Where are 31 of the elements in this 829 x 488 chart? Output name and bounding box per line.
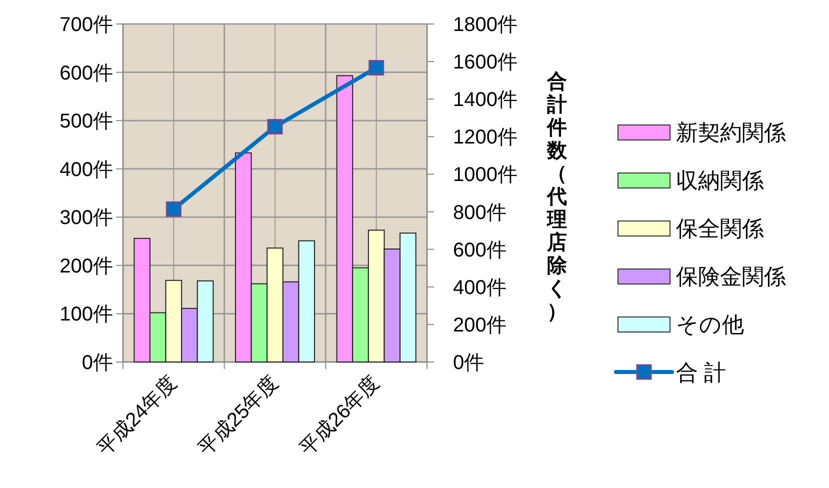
y2-tick-label: 800件: [453, 202, 506, 224]
legend-label: 収納関係: [676, 168, 764, 193]
x-tick-label: 平成24年度: [93, 372, 182, 460]
y-tick-label: 400件: [60, 158, 113, 181]
x-tick-label: 平成25年度: [194, 372, 283, 460]
y2-tick-label: 200件: [453, 314, 506, 336]
legend-label: その他: [676, 312, 744, 337]
x-tick-label: 平成26年度: [296, 372, 384, 460]
legend-label: 保険金関係: [676, 264, 786, 289]
y2-tick-label: 600件: [453, 239, 506, 262]
y2-tick-label: 1400件: [453, 89, 518, 112]
point: [368, 60, 384, 76]
y-tick-label: 600件: [60, 62, 113, 84]
y2-tick-label: 1200件: [453, 126, 518, 149]
legend-label: 合 計: [676, 360, 726, 385]
y2-tick-label: 1800件: [453, 14, 518, 36]
y-tick-label: 200件: [60, 255, 113, 278]
y-tick-label: 500件: [60, 110, 113, 133]
y2-tick-label: 1600件: [453, 52, 518, 74]
y-tick-label: 300件: [60, 207, 113, 230]
y2-tick-label: 0件: [453, 352, 484, 374]
y2-axis-title: 合計件数（代理店除く）: [547, 71, 567, 323]
y-tick-label: 100件: [60, 304, 113, 326]
point: [166, 201, 182, 217]
y2-tick-label: 1000件: [453, 164, 518, 186]
legend-label: 新契約関係: [676, 120, 786, 145]
y2-tick-label: 400件: [453, 276, 506, 299]
y-tick-label: 0件: [82, 352, 113, 374]
point: [267, 118, 283, 134]
legend-label: 保全関係: [676, 216, 764, 241]
y-tick-label: 700件: [60, 14, 113, 36]
